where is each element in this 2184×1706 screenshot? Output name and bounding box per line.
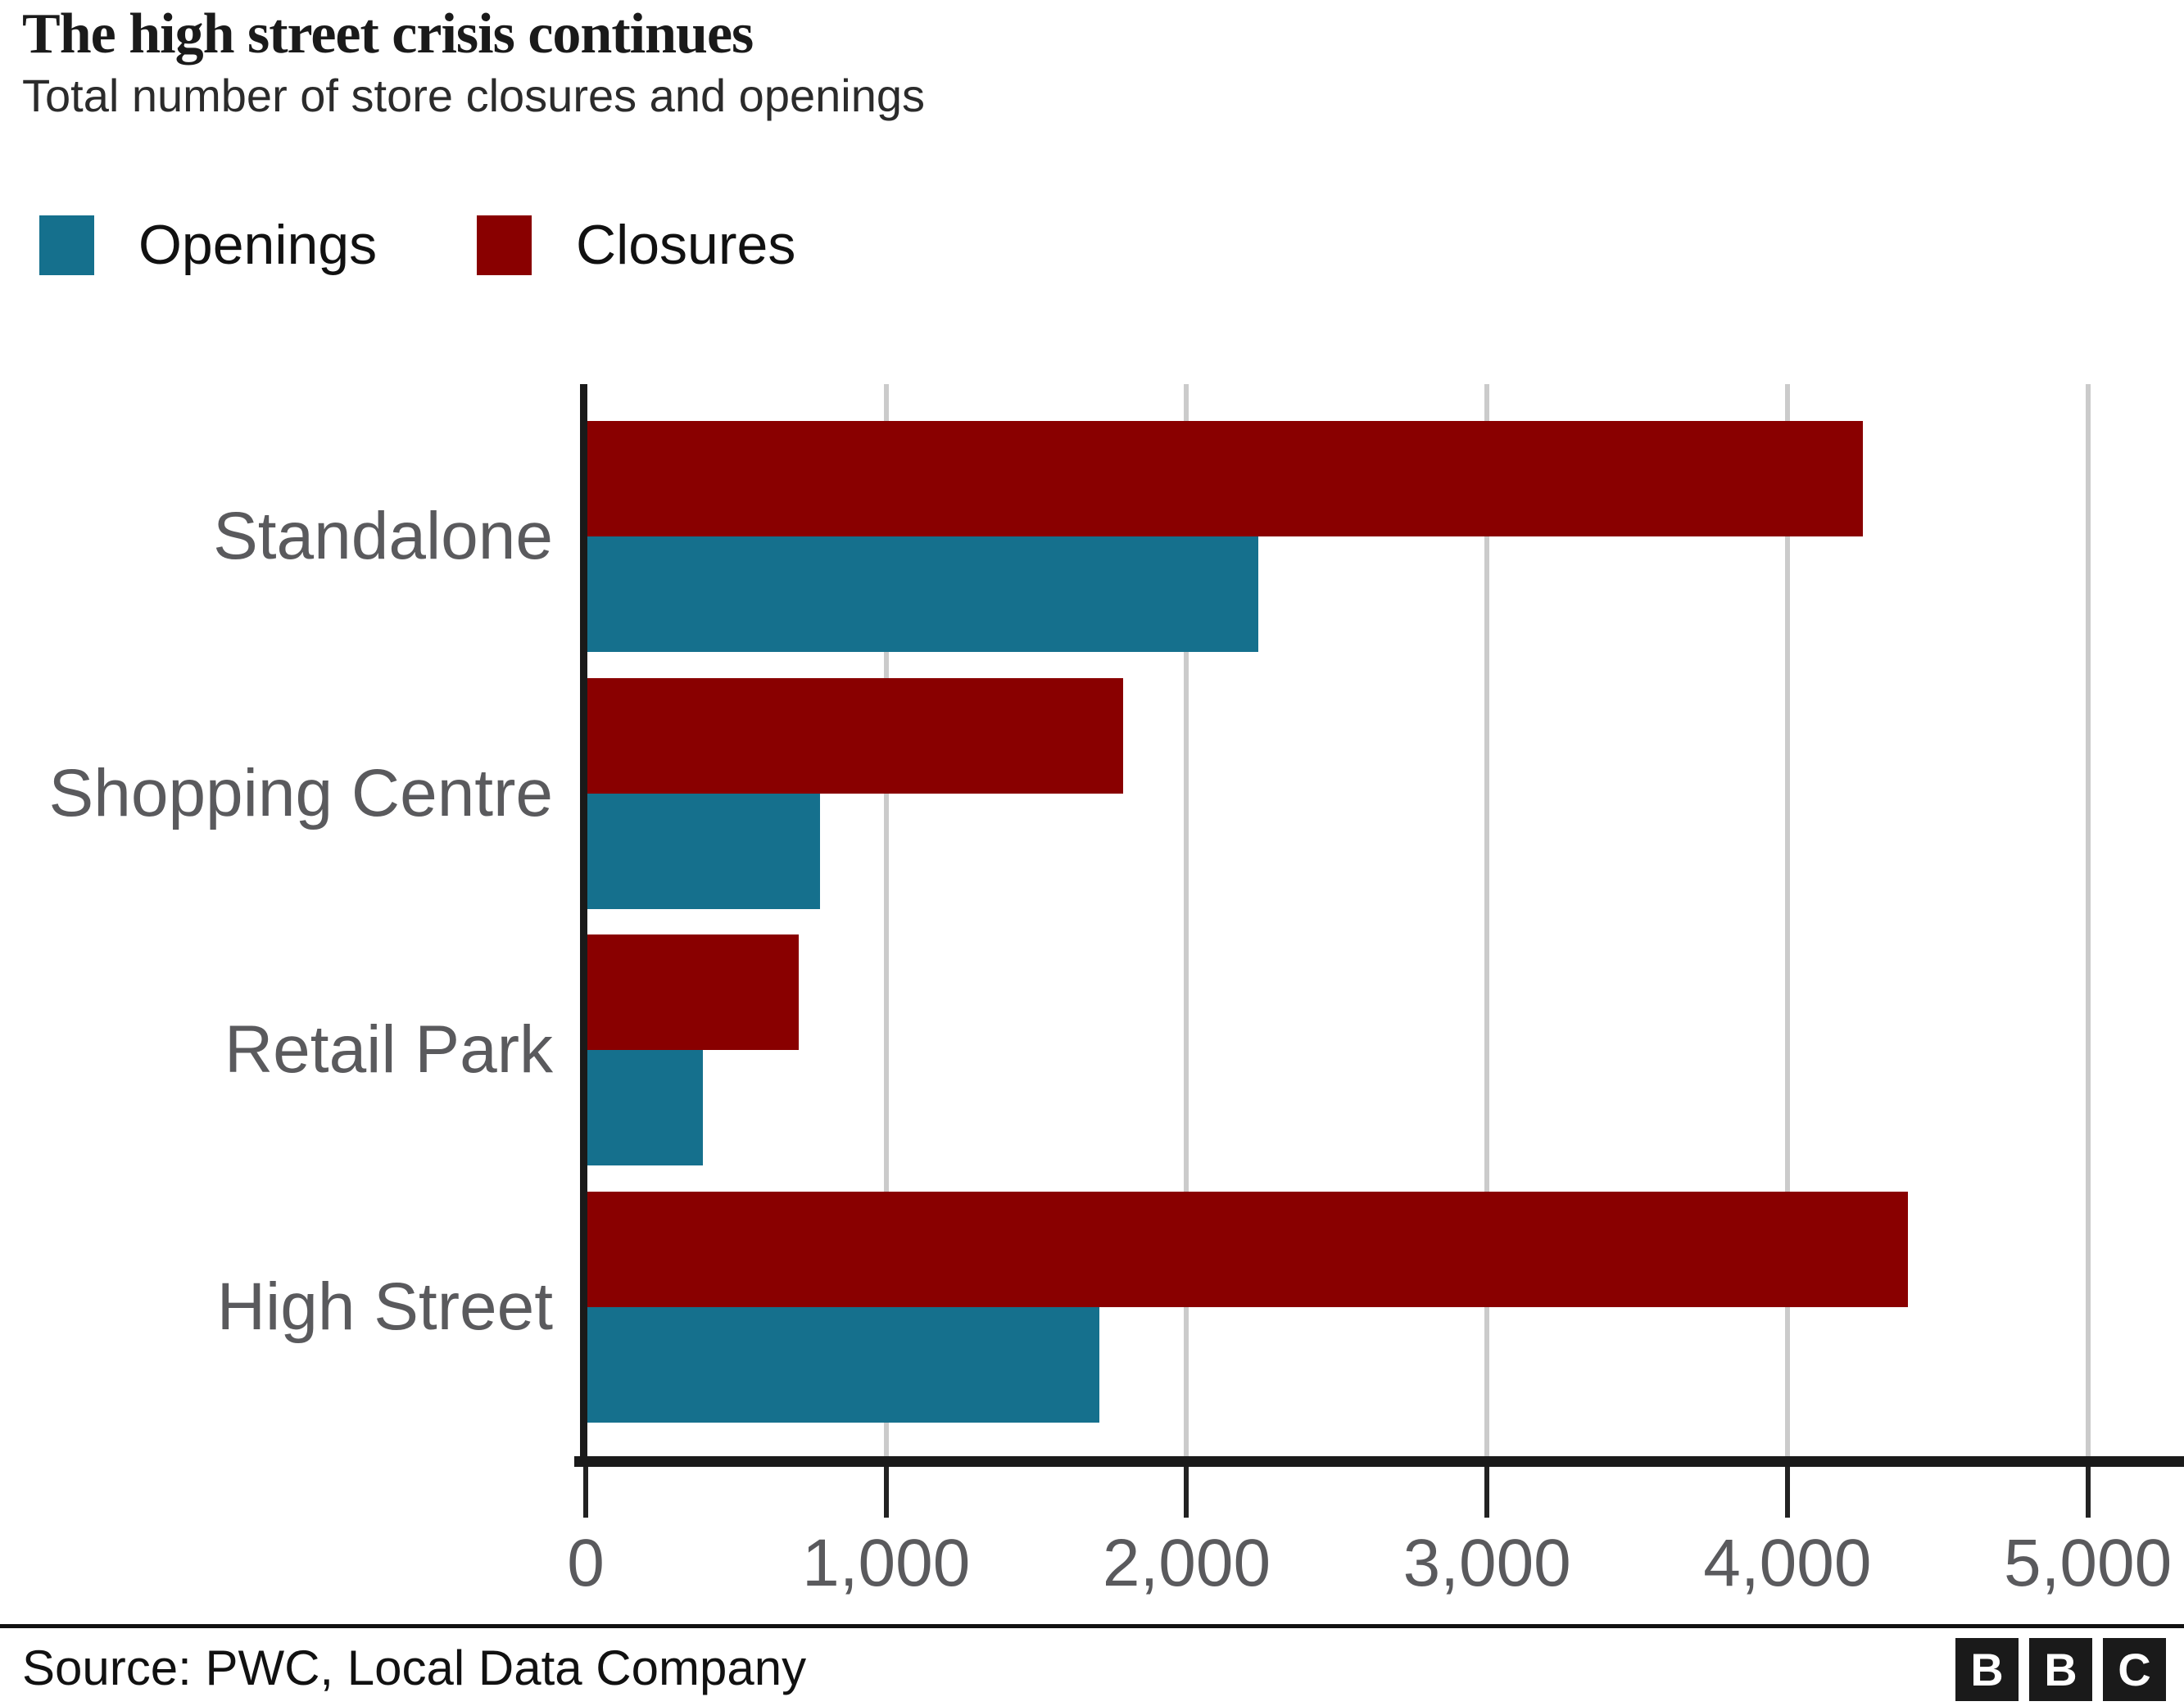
x-tick-5000 — [2085, 1467, 2091, 1518]
x-tick-3000 — [1484, 1467, 1490, 1518]
chart-subtitle: Total number of store closures and openi… — [22, 70, 925, 121]
source-text: Source: PWC, Local Data Company — [22, 1640, 807, 1695]
bbc-logo: B B C — [1955, 1638, 2166, 1701]
x-tick-label-2000: 2,000 — [1102, 1526, 1271, 1600]
x-tick-4000 — [1784, 1467, 1790, 1518]
bar-standalone-closures — [586, 421, 1863, 536]
gridline-3000 — [1484, 384, 1490, 1456]
footer-divider — [0, 1624, 2184, 1628]
x-axis-line — [574, 1456, 2184, 1467]
bar-standalone-openings — [586, 536, 1258, 652]
x-tick-label-0: 0 — [567, 1526, 605, 1600]
chart-title: The high street crisis continues — [22, 2, 754, 66]
x-tick-label-3000: 3,000 — [1402, 1526, 1571, 1600]
category-label-high-street: High Street — [216, 1269, 553, 1345]
legend-item-openings: Openings — [39, 215, 377, 275]
bbc-logo-letter-b2: B — [2029, 1638, 2092, 1701]
x-tick-label-1000: 1,000 — [802, 1526, 971, 1600]
legend-label-closures: Closures — [576, 214, 796, 276]
closures-swatch-icon — [477, 215, 532, 275]
bar-retail-park-closures — [586, 934, 799, 1051]
gridline-1000 — [883, 384, 889, 1456]
bar-retail-park-openings — [586, 1050, 703, 1166]
bar-high-street-closures — [586, 1192, 1908, 1308]
x-tick-2000 — [1184, 1467, 1189, 1518]
legend-label-openings: Openings — [138, 214, 378, 276]
bar-high-street-openings — [586, 1307, 1099, 1423]
category-label-retail-park: Retail Park — [224, 1012, 553, 1088]
plot-area — [586, 384, 2184, 1456]
gridline-5000 — [2085, 384, 2091, 1456]
x-tick-1000 — [883, 1467, 889, 1518]
gridline-2000 — [1184, 384, 1189, 1456]
x-tick-0 — [583, 1467, 588, 1518]
x-tick-label-4000: 4,000 — [1703, 1526, 1872, 1600]
category-label-shopping-centre: Shopping Centre — [48, 755, 553, 830]
category-label-standalone: Standalone — [213, 499, 553, 573]
gridline-4000 — [1784, 384, 1790, 1456]
openings-swatch-icon — [39, 215, 94, 275]
bar-shopping-centre-closures — [586, 677, 1123, 794]
x-tick-label-5000: 5,000 — [2004, 1526, 2173, 1600]
bar-shopping-centre-openings — [586, 793, 820, 909]
bbc-logo-letter-c: C — [2103, 1638, 2166, 1701]
bbc-logo-letter-b1: B — [1955, 1638, 2019, 1701]
legend-item-closures: Closures — [477, 215, 795, 275]
y-axis-line — [580, 384, 587, 1459]
